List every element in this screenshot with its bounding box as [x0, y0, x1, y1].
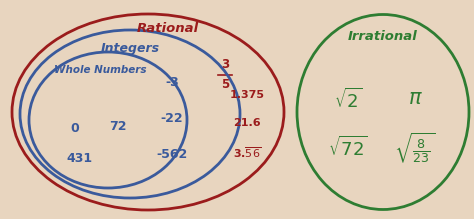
Text: Rational: Rational: [137, 22, 199, 35]
Text: 3.$\overline{56}$: 3.$\overline{56}$: [233, 146, 261, 160]
Text: 431: 431: [67, 152, 93, 164]
Text: 3: 3: [221, 58, 229, 71]
Text: 0: 0: [71, 122, 79, 134]
Text: $\sqrt{72}$: $\sqrt{72}$: [328, 136, 368, 160]
Text: Whole Numbers: Whole Numbers: [54, 65, 146, 75]
Text: Irrational: Irrational: [348, 30, 418, 43]
Text: Integers: Integers: [100, 42, 160, 55]
Text: 72: 72: [109, 120, 127, 132]
Text: $\sqrt{2}$: $\sqrt{2}$: [334, 88, 362, 112]
Text: $\sqrt{\frac{8}{23}}$: $\sqrt{\frac{8}{23}}$: [394, 131, 436, 165]
Text: -3: -3: [165, 76, 179, 88]
Text: 5: 5: [221, 78, 229, 90]
Text: 1.375: 1.375: [229, 90, 264, 100]
Text: $\pi$: $\pi$: [408, 88, 422, 108]
Text: -22: -22: [161, 111, 183, 124]
Text: -562: -562: [156, 148, 188, 161]
Text: 21.6: 21.6: [233, 118, 261, 128]
